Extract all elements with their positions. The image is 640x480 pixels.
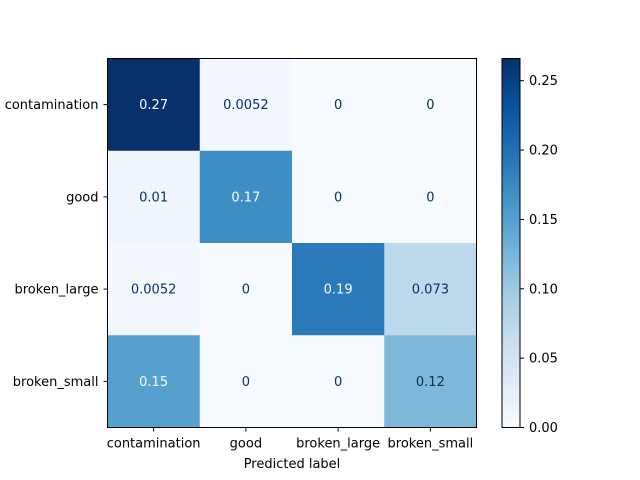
cell-value-label: 0.073 [412, 283, 449, 298]
cell-value-label: 0.01 [139, 190, 168, 205]
heatmap-cell [384, 243, 477, 336]
x-axis-ticks: contamination good broken_large broken_smal… [107, 427, 474, 452]
heatmap-cell [292, 243, 385, 336]
x-axis-label: Predicted label [244, 457, 341, 472]
heatmap-cell [107, 58, 201, 152]
y-tick-label: broken_small [13, 375, 99, 390]
colorbar-tick-label: 0.20 [529, 144, 558, 159]
heatmap-cell [107, 243, 201, 336]
x-tick-label: broken_large [296, 437, 380, 452]
heatmap-cell [199, 335, 293, 428]
colorbar [501, 58, 521, 428]
colorbar-tick-label: 0.00 [529, 421, 558, 436]
heatmap-cell [292, 335, 385, 428]
heatmap-cell [384, 335, 477, 428]
cell-value-label: 0 [426, 98, 434, 113]
cell-value-label: 0.0052 [131, 283, 177, 298]
heatmap-cells [107, 58, 477, 428]
heatmap-cell [199, 243, 293, 336]
heatmap-cell [199, 150, 293, 244]
cell-value-label: 0 [242, 283, 250, 298]
y-tick-label: broken_large [14, 283, 98, 298]
colorbar-ticks: 0.00 0.05 0.10 0.15 0.20 0.25 [520, 74, 558, 436]
cell-value-label: 0 [242, 375, 250, 390]
cell-value-label: 0 [426, 190, 434, 205]
heatmap-cell [292, 58, 385, 152]
heatmap-cell [292, 150, 385, 244]
cell-value-label: 0 [334, 98, 342, 113]
cell-value-label: 0.12 [416, 375, 445, 390]
cell-value-label: 0.15 [139, 375, 168, 390]
heatmap-cell [107, 150, 201, 244]
cell-value-labels: 0.27 0.0052 0 0 0.01 0.17 0 0 0.0052 0 0.19 0.073 0.… [131, 98, 449, 390]
cell-value-label: 0.17 [231, 190, 260, 205]
y-tick-label: good [66, 190, 98, 205]
colorbar-tick-label: 0.15 [529, 213, 558, 228]
y-axis-ticks: contamination good broken_large broken_smal… [5, 98, 108, 390]
cell-value-label: 0 [334, 375, 342, 390]
colorbar-tick-label: 0.05 [529, 352, 558, 367]
heatmap-cell [107, 335, 201, 428]
cell-value-label: 0 [334, 190, 342, 205]
cell-value-label: 0.0052 [223, 98, 269, 113]
colorbar-tick-label: 0.10 [529, 282, 558, 297]
cell-value-label: 0.27 [139, 98, 168, 113]
y-tick-label: contamination [5, 98, 99, 113]
x-tick-label: good [230, 437, 262, 452]
cell-value-label: 0.19 [324, 283, 353, 298]
x-tick-label: broken_small [388, 437, 474, 452]
colorbar-tick-label: 0.25 [529, 74, 558, 89]
x-tick-label: contamination [107, 437, 201, 452]
heatmap-cell [199, 58, 293, 152]
plot-frame [107, 58, 477, 428]
heatmap-cell [384, 58, 477, 152]
heatmap-cell [384, 150, 477, 244]
